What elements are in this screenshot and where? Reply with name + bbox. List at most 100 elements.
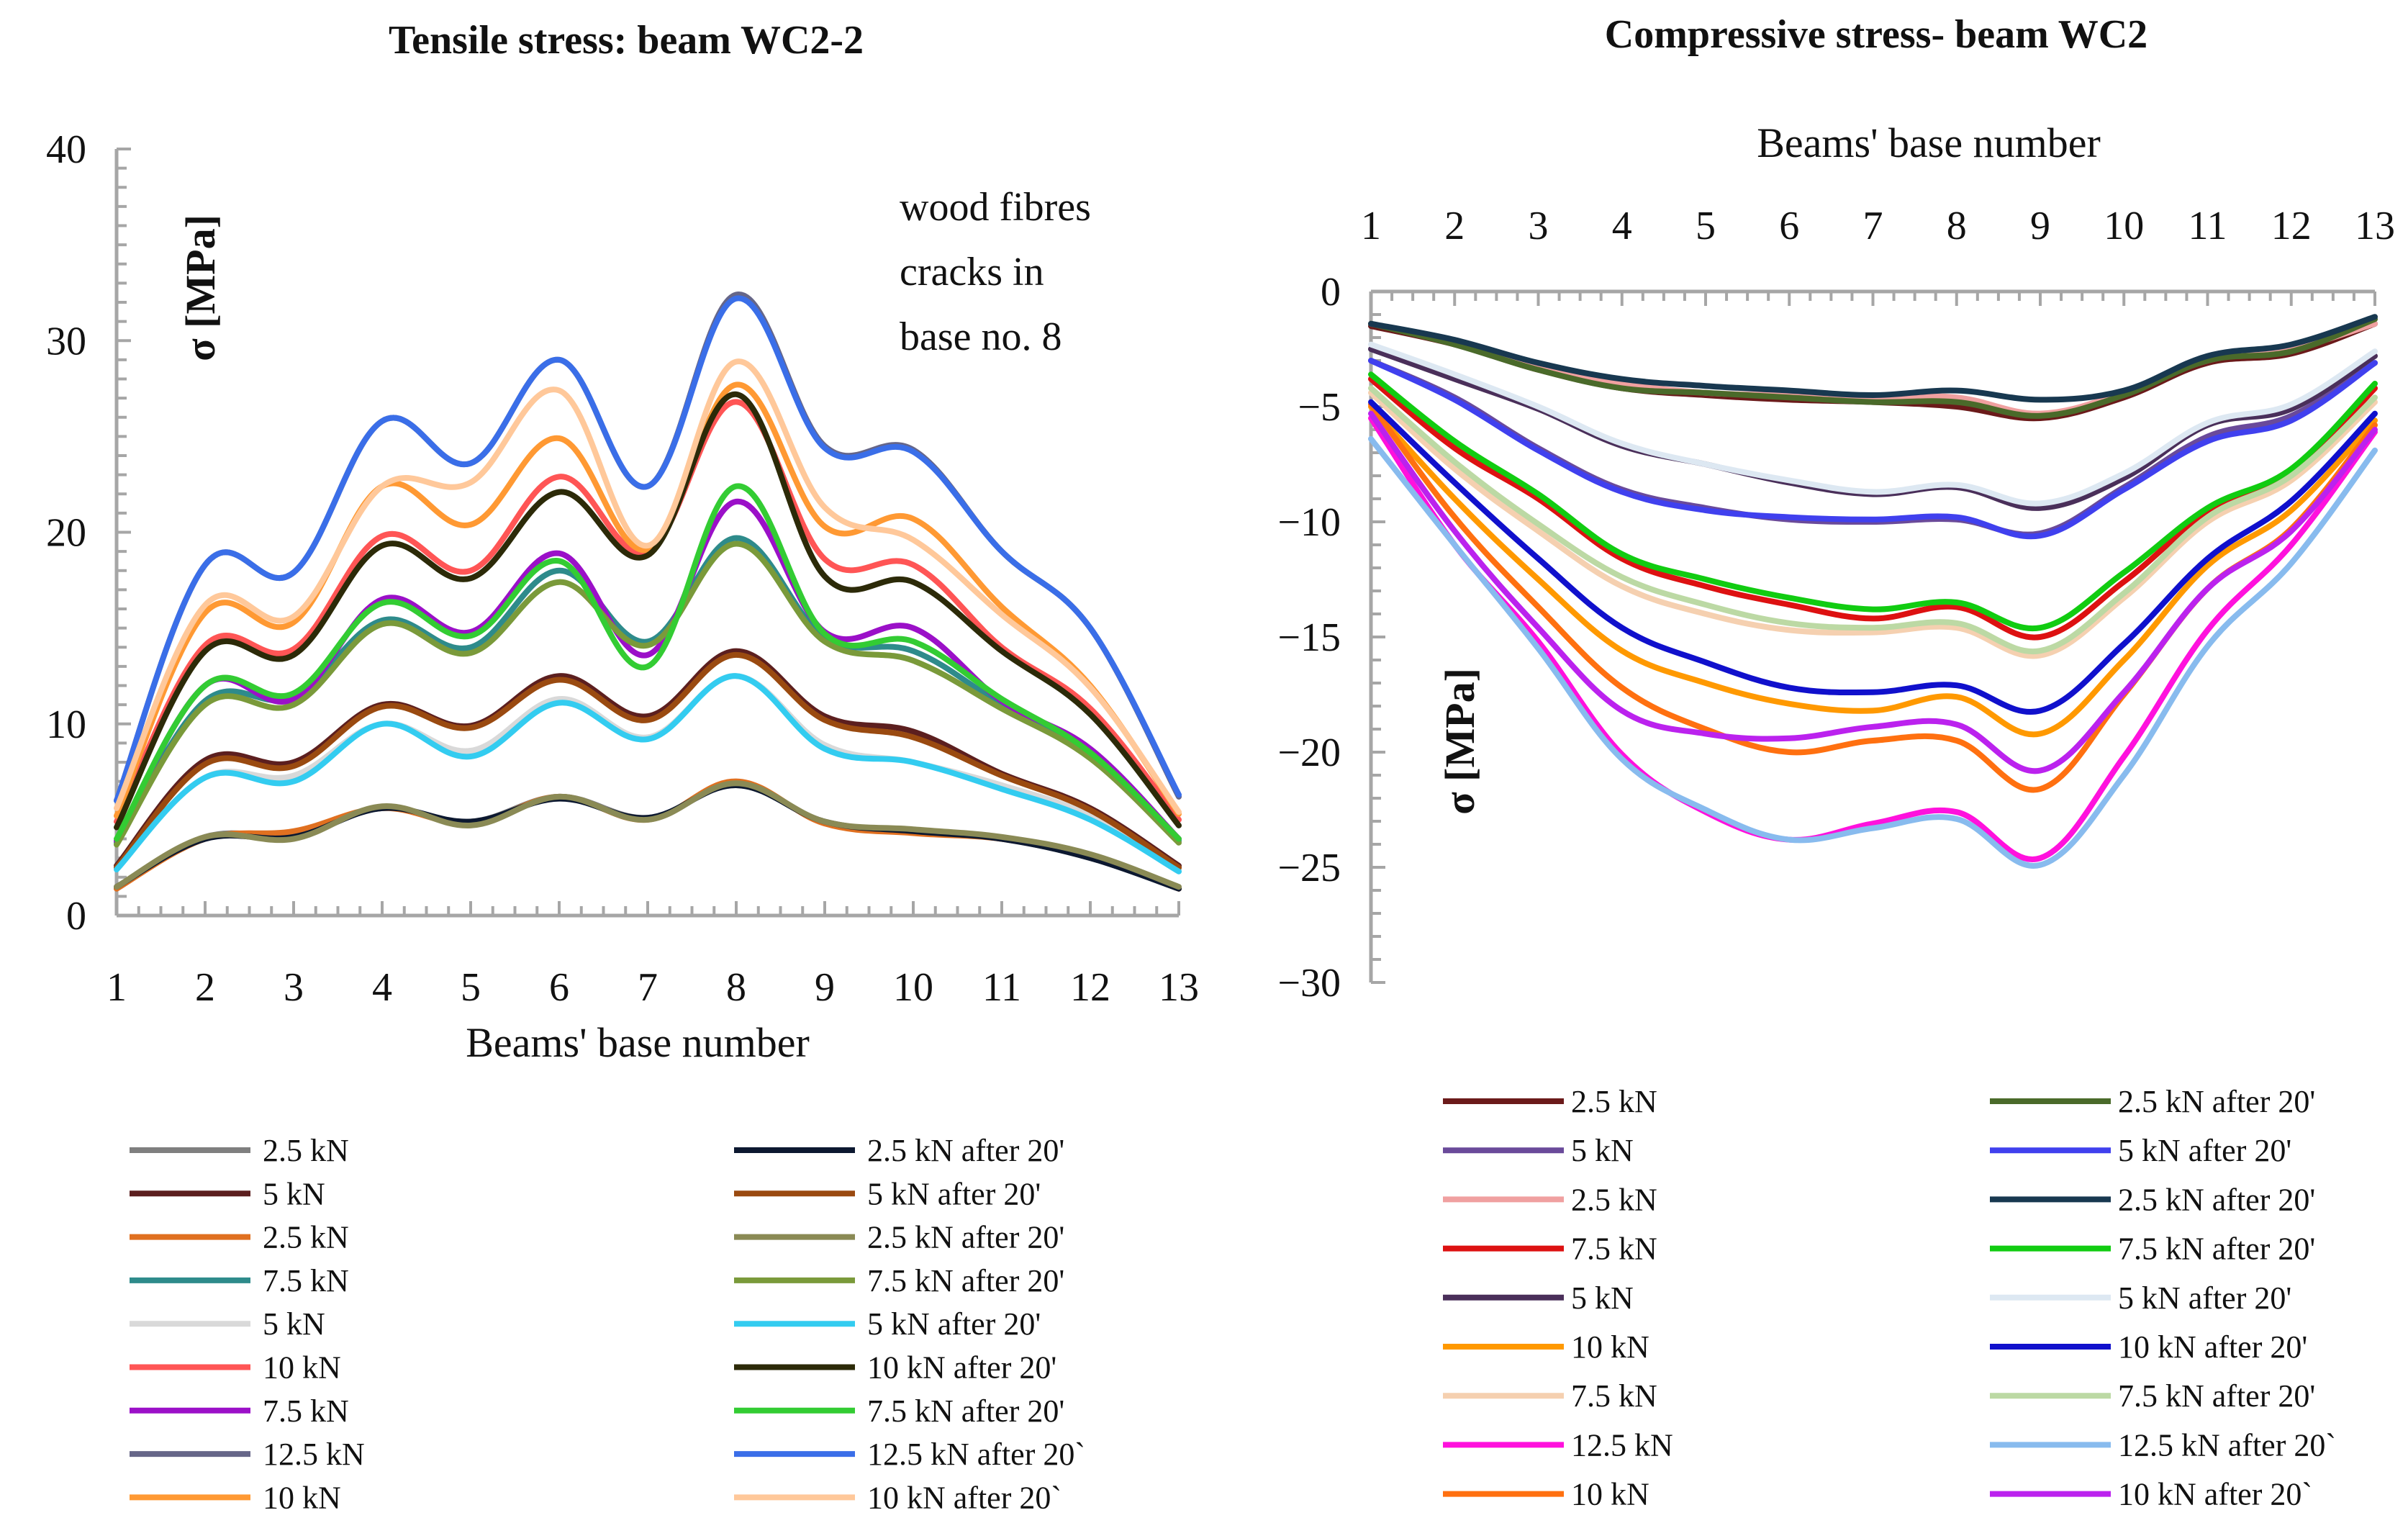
legend-label: 7.5 kN after 20' (867, 1393, 1064, 1429)
series-lines (1368, 314, 2378, 869)
y-tick-label: −20 (1277, 731, 1341, 775)
legend-label: 2.5 kN after 20' (2118, 1084, 2315, 1119)
legend-label: 5 kN (263, 1306, 325, 1342)
x-tick-label: 9 (815, 965, 835, 1010)
y-tick-label: −5 (1298, 385, 1341, 430)
x-tick-label: 1 (107, 965, 127, 1010)
series-line (1368, 376, 2378, 641)
legend-label: 5 kN after 20' (867, 1176, 1041, 1211)
series-line (114, 651, 1182, 871)
y-tick-label: −30 (1277, 961, 1341, 1005)
series-line (114, 780, 1182, 890)
legend-label: 7.5 kN after 20' (867, 1263, 1064, 1298)
series-line (1368, 385, 2378, 655)
y-tick-label: 30 (46, 319, 86, 363)
x-tick-label: 3 (1529, 204, 1549, 248)
legend-label: 7.5 kN after 20' (2118, 1378, 2315, 1414)
series-line (114, 541, 1182, 848)
legend-label: 10 kN (1571, 1477, 1649, 1512)
x-tick-label: 5 (461, 965, 481, 1010)
y-axis-title: σ [MPa] (1436, 668, 1483, 815)
x-tick-label: 10 (893, 965, 933, 1010)
legend-label: 10 kN (263, 1480, 341, 1515)
x-tick-label: 6 (1779, 204, 1799, 248)
annotation-line-2: cracks in (900, 250, 1044, 294)
legend-label: 10 kN after 20' (2118, 1329, 2307, 1365)
y-tick-label: 0 (1321, 270, 1341, 315)
x-tick-label: 13 (2355, 204, 2395, 248)
series-line (114, 483, 1182, 842)
series-line (1368, 358, 2378, 540)
x-tick-label: 2 (195, 965, 215, 1010)
series-line (1368, 410, 2378, 774)
x-tick-label: 6 (549, 965, 569, 1010)
legend-label: 10 kN (263, 1350, 341, 1386)
x-tick-label: 1 (1361, 204, 1381, 248)
series-line (114, 295, 1182, 804)
x-axis-title: Beams' base number (1757, 119, 2101, 166)
series-line (1368, 316, 2378, 419)
series-line (1368, 435, 2378, 869)
x-tick-label: 10 (2104, 204, 2144, 248)
x-tick-label: 5 (1696, 204, 1716, 248)
series-line (114, 381, 1182, 819)
x-tick-label: 3 (284, 965, 304, 1010)
y-tick-label: 20 (46, 511, 86, 556)
legend-label: 7.5 kN (263, 1263, 349, 1298)
y-tick-label: 0 (66, 894, 86, 939)
y-tick-label: 40 (46, 127, 86, 172)
x-tick-label: 11 (2189, 204, 2227, 248)
series-line (1368, 341, 2378, 507)
x-tick-label: 4 (1612, 204, 1632, 248)
legend-label: 12.5 kN (263, 1437, 365, 1472)
legend-label: 5 kN (1571, 1280, 1634, 1316)
x-tick-label: 11 (982, 965, 1021, 1010)
legend-label: 2.5 kN (1571, 1182, 1657, 1217)
x-tick-label: 4 (372, 965, 392, 1010)
legend-label: 2.5 kN (1571, 1084, 1657, 1119)
legend-label: 5 kN (263, 1176, 325, 1211)
legend-label: 7.5 kN after 20' (2118, 1231, 2315, 1267)
series-line (1368, 404, 2378, 738)
x-tick-label: 13 (1159, 965, 1199, 1010)
legend-label: 7.5 kN (1571, 1378, 1657, 1414)
series-lines (114, 292, 1182, 892)
axes: 0−5−10−15−20−25−301 2 3 4 5 6 7 8 9 10 11 12 13 (1277, 204, 2395, 1005)
y-tick-label: −15 (1277, 615, 1341, 660)
x-tick-label: 8 (1947, 204, 1967, 248)
legend-label: 5 kN after 20' (2118, 1133, 2291, 1168)
x-tick-label: 7 (1863, 204, 1883, 248)
series-line (114, 358, 1182, 815)
legend-label: 10 kN after 20` (2118, 1477, 2312, 1512)
legend-label: 7.5 kN (263, 1393, 349, 1429)
legend: 2.5 kN 5 kN 2.5 kN 7.5 kN 5 kN 10 kN 7.5 kN 12.… (1443, 1084, 2336, 1512)
legend: 2.5 kN 5 kN 2.5 kN 7.5 kN 5 kN 10 kN 7.5 kN 12.… (130, 1133, 1085, 1515)
y-axis-title: σ [MPa] (177, 214, 224, 361)
x-tick-label: 9 (2030, 204, 2050, 248)
series-line (1368, 389, 2378, 659)
chart-title: Compressive stress- beam WC2 (1605, 12, 2147, 57)
legend-label: 2.5 kN after 20' (867, 1220, 1064, 1255)
series-line (114, 391, 1182, 831)
series-line (1368, 371, 2378, 632)
legend-label: 2.5 kN after 20' (867, 1133, 1064, 1168)
legend-label: 5 kN after 20' (2118, 1280, 2291, 1316)
legend-label: 10 kN after 20` (867, 1480, 1062, 1515)
series-line (1368, 314, 2378, 403)
y-tick-label: 10 (46, 702, 86, 747)
legend-label: 10 kN after 20' (867, 1350, 1056, 1386)
legend-label: 2.5 kN (263, 1220, 349, 1255)
y-tick-label: −25 (1277, 846, 1341, 890)
legend-label: 2.5 kN after 20' (2118, 1182, 2315, 1217)
legend-label: 7.5 kN (1571, 1231, 1657, 1267)
annotation-line-1: wood fibres (900, 185, 1091, 230)
x-tick-label: 12 (2271, 204, 2312, 248)
x-tick-label: 8 (726, 965, 746, 1010)
legend-label: 12.5 kN (1571, 1427, 1673, 1463)
x-axis-title: Beams' base number (466, 1019, 810, 1066)
series-line (114, 673, 1182, 875)
legend-label: 10 kN (1571, 1329, 1649, 1365)
